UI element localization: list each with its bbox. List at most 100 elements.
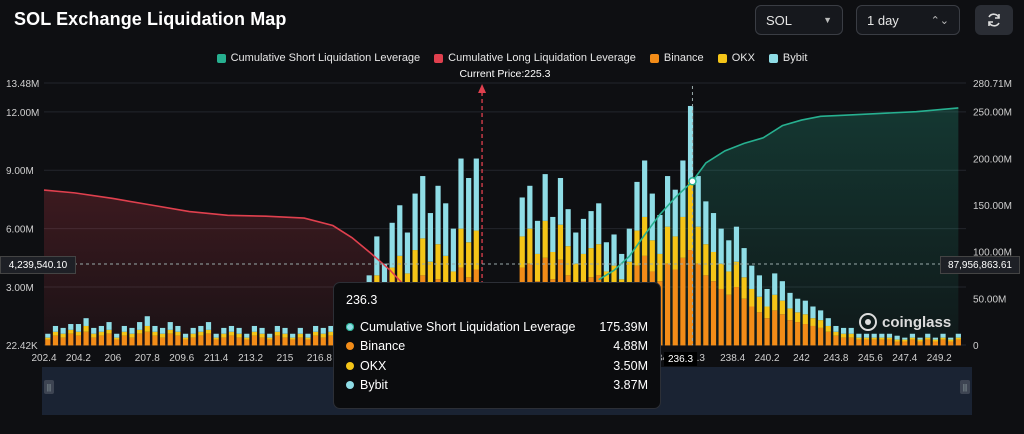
page-title: SOL Exchange Liquidation Map <box>14 9 287 29</box>
bar-bybit <box>427 213 433 262</box>
bar-okx <box>420 238 426 276</box>
bar-binance <box>925 339 931 346</box>
bar-okx <box>710 251 717 282</box>
legend-item-short[interactable]: Cumulative Short Liquidation Leverage <box>216 52 420 64</box>
legend-item-binance[interactable]: Binance <box>649 52 704 64</box>
bar-bybit <box>198 325 204 332</box>
bar-okx <box>83 325 89 332</box>
bar-binance <box>228 335 235 346</box>
bar-binance <box>955 339 961 346</box>
tooltip-dot-icon <box>346 361 354 370</box>
bar-bybit <box>251 325 258 332</box>
tooltip: 236.3 Cumulative Short Liquidation Lever… <box>333 282 661 409</box>
bar-okx <box>320 333 326 338</box>
tooltip-dot-icon <box>346 342 354 351</box>
bar-bybit <box>741 248 747 278</box>
bar-okx <box>473 230 479 270</box>
bar-binance <box>726 294 732 346</box>
bar-binance <box>152 335 158 346</box>
bar-bybit <box>137 322 143 330</box>
bar-bybit <box>680 160 686 217</box>
bar-binance <box>795 322 801 346</box>
bar-okx <box>687 181 694 251</box>
x-tick-label: 238.4 <box>720 353 745 364</box>
bar-bybit <box>840 327 847 334</box>
bar-okx <box>833 331 839 336</box>
scroll-handle-right[interactable]: || <box>960 380 970 394</box>
x-tick-label: 202.4 <box>31 353 56 364</box>
bar-binance <box>68 333 74 346</box>
y-right-tick-label: 100.00M <box>973 248 1012 259</box>
bar-bybit <box>458 158 464 229</box>
bar-bybit <box>756 275 763 297</box>
bar-okx <box>205 329 212 334</box>
bar-okx <box>144 325 150 332</box>
bar-okx <box>902 339 908 342</box>
bar-okx <box>848 333 854 338</box>
short-leverage-line <box>598 107 959 281</box>
bar-bybit <box>404 232 411 274</box>
bar-binance <box>741 298 747 346</box>
bar-okx <box>955 337 961 340</box>
bar-okx <box>106 329 112 334</box>
bar-bybit <box>940 333 946 338</box>
y-right-tick-label: 200.00M <box>973 154 1012 165</box>
bar-bybit <box>83 318 89 326</box>
bar-okx <box>909 337 916 340</box>
bar-binance <box>83 331 89 346</box>
bar-binance <box>167 333 173 346</box>
bar-okx <box>412 250 418 284</box>
x-tick-label: 215 <box>277 353 294 364</box>
bar-binance <box>749 306 755 346</box>
bar-binance <box>114 339 120 346</box>
bar-binance <box>129 337 135 346</box>
bar-binance <box>290 339 296 346</box>
bar-binance <box>917 341 923 346</box>
bar-binance <box>810 325 816 346</box>
bar-bybit <box>473 158 479 231</box>
bar-bybit <box>772 273 778 295</box>
bar-binance <box>833 335 839 346</box>
bar-okx <box>580 253 587 282</box>
bar-bybit <box>718 228 724 264</box>
bar-okx <box>588 248 594 278</box>
y-right-tick-label: 0 <box>973 341 979 352</box>
y-right-tick-label: 250.00M <box>973 108 1012 119</box>
legend-item-long[interactable]: Cumulative Long Liquidation Leverage <box>434 52 636 64</box>
bar-bybit <box>152 325 158 332</box>
bar-bybit <box>45 333 51 338</box>
bar-binance <box>802 324 808 346</box>
bar-binance <box>787 320 793 346</box>
bar-binance <box>190 337 196 346</box>
bar-binance <box>98 335 104 346</box>
bar-bybit <box>948 337 954 340</box>
symbol-select[interactable]: SOL ▼ <box>755 5 843 35</box>
bar-okx <box>642 216 648 256</box>
legend-item-okx[interactable]: OKX <box>717 52 755 64</box>
tooltip-row: Bybit 3.87M <box>346 376 648 396</box>
current-price-arrow-icon <box>478 84 487 93</box>
bar-okx <box>680 216 686 258</box>
bar-okx <box>137 329 143 334</box>
x-tick-label: 247.4 <box>892 353 917 364</box>
bar-okx <box>435 244 441 280</box>
legend-item-bybit[interactable]: Bybit <box>768 52 807 64</box>
bar-binance <box>137 333 143 346</box>
bar-okx <box>542 220 548 258</box>
bar-binance <box>259 337 265 346</box>
bar-bybit <box>274 325 280 332</box>
x-tick-label: 234.8 <box>651 353 676 364</box>
bar-bybit <box>60 327 66 334</box>
range-select[interactable]: 1 day ⌃⌄ <box>856 5 960 35</box>
y-right-tick-label: 280.71M <box>973 79 1012 90</box>
refresh-button[interactable] <box>975 5 1013 35</box>
bar-binance <box>871 339 877 346</box>
bar-bybit <box>313 325 319 332</box>
bar-binance <box>672 269 678 346</box>
bar-binance <box>687 250 694 346</box>
bar-okx <box>672 236 678 270</box>
bar-bybit <box>557 178 564 225</box>
bar-binance <box>848 337 854 346</box>
scroll-handle-left[interactable]: || <box>44 380 54 394</box>
bar-bybit <box>703 201 709 245</box>
